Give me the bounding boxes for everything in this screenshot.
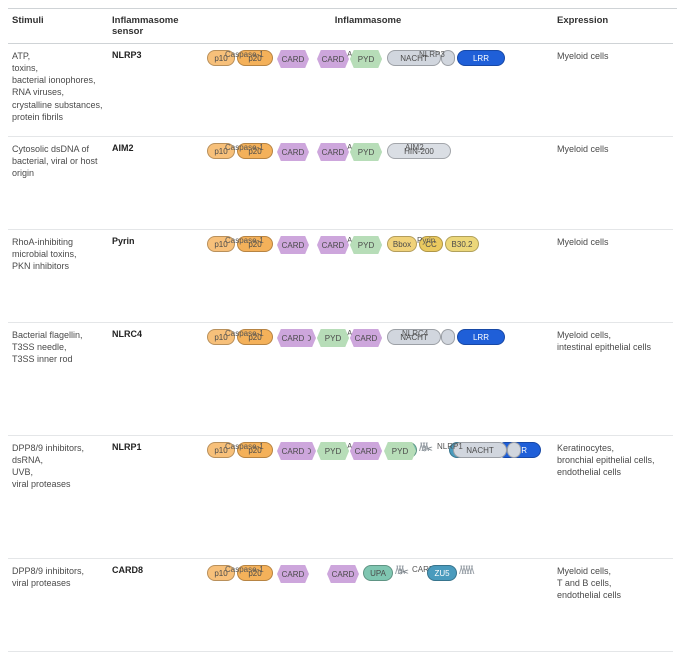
lrr-pill: LRR [457, 329, 505, 345]
schematic-cell: ASC PYD CARD CARD PYD CARD UPA /\/\/\ ZU… [183, 436, 553, 559]
casp-card-hex: CARD [277, 143, 309, 161]
expression-cell: Myeloid cells [553, 44, 673, 137]
receptor-label: AIM2 [405, 143, 424, 152]
schematic-nlrp1: ASC PYD CARD CARD PYD CARD UPA /\/\/\ ZU… [187, 442, 549, 552]
schematic-cell: ASC CARD PYD CARD PYD CARD NACHT LRR p10… [183, 323, 553, 436]
caspase-label: Caspase-1 [225, 236, 264, 245]
zigzag-icon: /\/\/\/\/\ [459, 565, 472, 575]
inflammasome-table: Stimuli Inflammasome sensor Inflammasome… [8, 8, 677, 652]
caspase-label: Caspase-1 [225, 143, 264, 152]
zu5-pill: ZU5 [427, 565, 457, 581]
schematic-cell: ASC CARD PYD p10 p20 CARD PYD NACHT LRR … [183, 44, 553, 137]
sensor-cell: NLRP1 [108, 436, 183, 559]
schematic-nlrc4: ASC CARD PYD CARD PYD CARD NACHT LRR p10… [187, 329, 549, 429]
casp-card-hex: CARD [277, 329, 309, 347]
nacht-spacer [441, 329, 455, 345]
sensor-cell: Pyrin [108, 230, 183, 323]
zigzag-icon: /\/\/\ [419, 442, 427, 452]
rec-card-hex: CARD [350, 329, 382, 347]
casp-card-hex: CARD [277, 442, 309, 460]
bbox-pill: Bbox [387, 236, 417, 252]
rec-pyd-hex: PYD [350, 50, 382, 68]
schematic-card8: CARD8 CARD UPA /\/\/\ ZU5 /\/\/\/\/\ ✂ p… [187, 565, 549, 645]
header-expression: Expression [553, 9, 673, 44]
stimuli-cell: Cytosolic dsDNA of bacterial, viral or h… [8, 137, 108, 230]
stimuli-cell: DPP8/9 inhibitors,viral proteases [8, 559, 108, 652]
expression-cell: Myeloid cells,T and B cells,endothelial … [553, 559, 673, 652]
casp-card-hex: CARD [277, 565, 309, 583]
expression-cell: Myeloid cells,intestinal epithelial cell… [553, 323, 673, 436]
b302-pill: B30.2 [445, 236, 479, 252]
schematic-nlrp3: ASC CARD PYD p10 p20 CARD PYD NACHT LRR … [187, 50, 549, 130]
upa-pill: UPA [363, 565, 393, 581]
caspase-label: Caspase-1 [225, 442, 264, 451]
extra-pyd-hex: PYD [317, 329, 349, 347]
stimuli-cell: DPP8/9 inhibitors,dsRNA,UVB,viral protea… [8, 436, 108, 559]
rec-pyd-hex: PYD [350, 143, 382, 161]
expression-cell: Myeloid cells [553, 137, 673, 230]
extra-pyd-hex: PYD [317, 442, 349, 460]
rec-card-hex: CARD [350, 442, 382, 460]
schematic-aim2: ASC CARD PYD p10 p20 CARD PYD HIN-200 Ca… [187, 143, 549, 223]
receptor-label: NLRP1 [437, 442, 463, 451]
receptor-label: NLRP3 [419, 50, 445, 59]
schematic-cell: CARD8 CARD UPA /\/\/\ ZU5 /\/\/\/\/\ ✂ p… [183, 559, 553, 652]
scissors-icon: ✂ [399, 565, 409, 579]
caspase-label: Caspase-1 [225, 565, 264, 574]
header-stimuli: Stimuli [8, 9, 108, 44]
receptor-label: Pyrin [417, 236, 435, 245]
schematic-cell: ASC CARD PYD p10 p20 CARD PYD Bbox CC B3… [183, 230, 553, 323]
stimuli-cell: RhoA-inhibiting microbial toxins,PKN inh… [8, 230, 108, 323]
stimuli-cell: ATP,toxins,bacterial ionophores,RNA viru… [8, 44, 108, 137]
lrr-pill: LRR [457, 50, 505, 66]
asc-card-hex: CARD [317, 236, 349, 254]
sensor-cell: CARD8 [108, 559, 183, 652]
nacht-spacer [507, 442, 521, 458]
rec-card-hex: CARD [327, 565, 359, 583]
expression-cell: Keratinocytes,bronchial epithelial cells… [553, 436, 673, 559]
caspase-label: Caspase-1 [225, 50, 264, 59]
casp-card-hex: CARD [277, 236, 309, 254]
lower-pyd-hex: PYD [384, 442, 416, 460]
sensor-cell: AIM2 [108, 137, 183, 230]
caspase-label: Caspase-1 [225, 329, 264, 338]
casp-card-hex: CARD [277, 50, 309, 68]
expression-cell: Myeloid cells [553, 230, 673, 323]
schematic-cell: ASC CARD PYD p10 p20 CARD PYD HIN-200 Ca… [183, 137, 553, 230]
sensor-cell: NLRP3 [108, 44, 183, 137]
header-sensor: Inflammasome sensor [108, 9, 183, 44]
stimuli-cell: Bacterial flagellin,T3SS needle,T3SS inn… [8, 323, 108, 436]
sensor-cell: NLRC4 [108, 323, 183, 436]
rec-pyd-hex: PYD [350, 236, 382, 254]
asc-card-hex: CARD [317, 50, 349, 68]
receptor-label: NLRC4 [402, 329, 428, 338]
asc-card-hex: CARD [317, 143, 349, 161]
schematic-pyrin: ASC CARD PYD p10 p20 CARD PYD Bbox CC B3… [187, 236, 549, 316]
header-inflammasome: Inflammasome [183, 9, 553, 44]
